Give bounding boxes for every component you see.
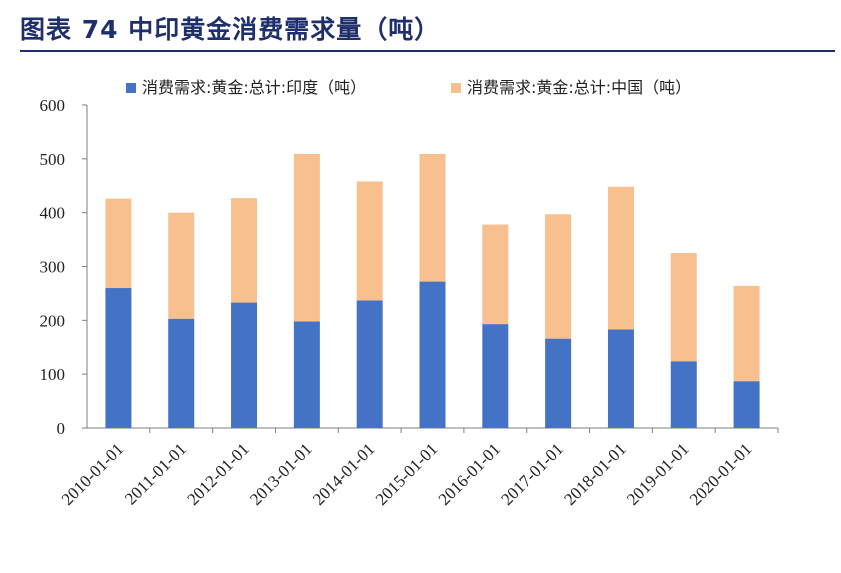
bar-china [231,198,258,303]
bar-india [356,300,383,428]
legend: 消费需求:黄金:总计:印度（吨） 消费需求:黄金:总计:中国（吨） [126,78,691,97]
bar-china [168,212,195,319]
bar-india [105,288,132,428]
title-divider [20,50,835,52]
x-tick-label: 2017-01-01 [497,439,567,509]
x-tick-label: 2010-01-01 [58,439,128,509]
x-tick-label: 2015-01-01 [372,439,442,509]
bar-china [607,186,634,330]
bar-india [733,381,760,428]
y-axis: 0 100 200 300 400 500 600 [40,96,88,438]
legend-swatch [126,83,136,93]
x-tick-label: 2011-01-01 [121,439,190,508]
bar-india [419,281,446,428]
y-tick-label: 500 [40,150,66,169]
y-tick-label: 100 [40,365,66,384]
legend-label: 消费需求:黄金:总计:印度（吨） [142,78,366,97]
x-tick-label: 2014-01-01 [309,439,379,509]
bars [105,153,760,428]
y-tick-label: 0 [57,419,66,438]
y-tick-label: 300 [40,258,66,277]
x-axis: 2010-01-012011-01-012012-01-012013-01-01… [58,427,779,509]
x-tick-label: 2020-01-01 [686,439,756,509]
bar-china [545,214,572,339]
bar-china [105,198,132,289]
bar-india [670,361,697,428]
y-tick-label: 400 [40,204,66,223]
y-tick-label: 200 [40,311,66,330]
bar-india [293,321,320,428]
x-tick-label: 2012-01-01 [183,439,253,509]
x-tick-label: 2019-01-01 [623,439,693,509]
bar-india [482,324,509,428]
bar-china [356,181,383,301]
bar-china [419,153,446,282]
x-tick-label: 2018-01-01 [560,439,630,509]
bar-china [670,253,697,362]
bar-china [733,285,760,382]
y-tick-label: 600 [40,96,66,115]
legend-label: 消费需求:黄金:总计:中国（吨） [467,78,691,97]
bar-india [168,318,195,428]
bar-china [293,153,320,322]
legend-swatch [451,83,461,93]
bar-china [482,224,509,325]
bar-india [231,302,258,428]
x-tick-label: 2016-01-01 [435,439,505,509]
figure-title: 图表 74 中印黄金消费需求量（吨） [20,15,441,44]
bar-india [607,329,634,428]
x-tick-label: 2013-01-01 [246,439,316,509]
bar-india [545,338,572,428]
